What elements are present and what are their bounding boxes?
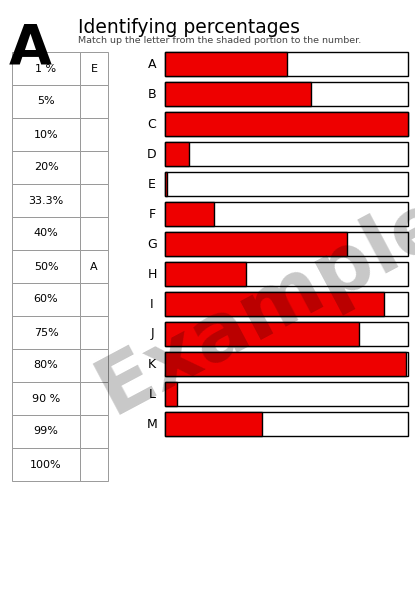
Bar — [12, 52, 80, 85]
Bar — [165, 262, 246, 286]
Bar — [165, 382, 408, 406]
Bar — [165, 412, 262, 436]
Bar — [80, 118, 108, 151]
Text: L: L — [149, 388, 156, 401]
Bar — [165, 232, 347, 256]
Bar — [12, 118, 80, 151]
Bar — [165, 322, 359, 346]
Bar — [165, 82, 311, 106]
Bar — [12, 316, 80, 349]
Bar — [12, 217, 80, 250]
Bar — [165, 172, 167, 196]
Text: 1 %: 1 % — [35, 64, 56, 73]
Bar — [165, 142, 408, 166]
Bar — [12, 250, 80, 283]
Bar — [12, 85, 80, 118]
Text: 50%: 50% — [34, 262, 59, 271]
Bar — [165, 352, 405, 376]
Text: 33.3%: 33.3% — [28, 196, 63, 205]
Text: E: E — [90, 64, 98, 73]
Text: Example: Example — [84, 180, 415, 430]
Text: 10%: 10% — [34, 130, 59, 139]
Text: 80%: 80% — [34, 361, 59, 370]
Text: I: I — [150, 298, 154, 311]
Bar — [165, 292, 408, 316]
Bar — [165, 52, 408, 76]
Bar — [12, 382, 80, 415]
Bar — [165, 112, 408, 136]
Bar — [80, 349, 108, 382]
Bar — [80, 184, 108, 217]
Bar — [165, 352, 405, 376]
Bar — [165, 232, 408, 256]
Bar — [165, 112, 408, 136]
Bar — [80, 283, 108, 316]
Bar — [165, 202, 214, 226]
Bar — [80, 316, 108, 349]
Bar — [165, 142, 189, 166]
Bar — [80, 415, 108, 448]
Bar — [165, 382, 177, 406]
Text: 90 %: 90 % — [32, 394, 60, 403]
Text: E: E — [148, 178, 156, 191]
Text: 75%: 75% — [34, 328, 59, 337]
Text: Match up the letter from the shaded portion to the number.: Match up the letter from the shaded port… — [78, 36, 361, 45]
Bar — [165, 112, 408, 136]
Text: A: A — [148, 58, 156, 70]
Bar — [165, 142, 189, 166]
Bar — [80, 382, 108, 415]
Text: 100%: 100% — [30, 460, 62, 469]
Text: 5%: 5% — [37, 97, 55, 107]
Text: K: K — [148, 358, 156, 370]
Text: B: B — [148, 88, 156, 100]
Bar — [165, 322, 359, 346]
Bar — [165, 52, 286, 76]
Bar — [12, 184, 80, 217]
Bar — [165, 232, 347, 256]
Bar — [80, 448, 108, 481]
Bar — [165, 412, 262, 436]
Bar — [165, 172, 408, 196]
Bar — [165, 352, 408, 376]
Text: Identifying percentages: Identifying percentages — [78, 18, 300, 37]
Bar — [80, 52, 108, 85]
Bar — [165, 82, 408, 106]
Text: 20%: 20% — [34, 163, 59, 173]
Text: 60%: 60% — [34, 295, 59, 304]
Text: F: F — [149, 208, 156, 220]
Text: A: A — [8, 22, 51, 76]
Bar — [165, 412, 408, 436]
Bar — [165, 202, 408, 226]
Bar — [165, 292, 384, 316]
Bar — [165, 52, 286, 76]
Text: C: C — [148, 118, 156, 130]
Bar — [165, 292, 384, 316]
Bar — [80, 217, 108, 250]
Text: 99%: 99% — [34, 427, 59, 437]
Bar — [80, 85, 108, 118]
Bar — [12, 415, 80, 448]
Bar — [12, 283, 80, 316]
Bar — [80, 250, 108, 283]
Text: J: J — [150, 328, 154, 340]
Text: 40%: 40% — [34, 229, 59, 238]
Text: H: H — [147, 268, 157, 280]
Text: M: M — [146, 418, 157, 431]
Bar — [165, 322, 408, 346]
Bar — [165, 382, 177, 406]
Bar — [165, 262, 408, 286]
Bar — [12, 448, 80, 481]
Bar — [12, 151, 80, 184]
Text: D: D — [147, 148, 157, 160]
Bar — [165, 172, 167, 196]
Bar — [165, 262, 246, 286]
Bar — [80, 151, 108, 184]
Text: A: A — [90, 262, 98, 271]
Text: G: G — [147, 238, 157, 251]
Bar — [165, 202, 214, 226]
Bar — [165, 82, 311, 106]
Bar — [12, 349, 80, 382]
